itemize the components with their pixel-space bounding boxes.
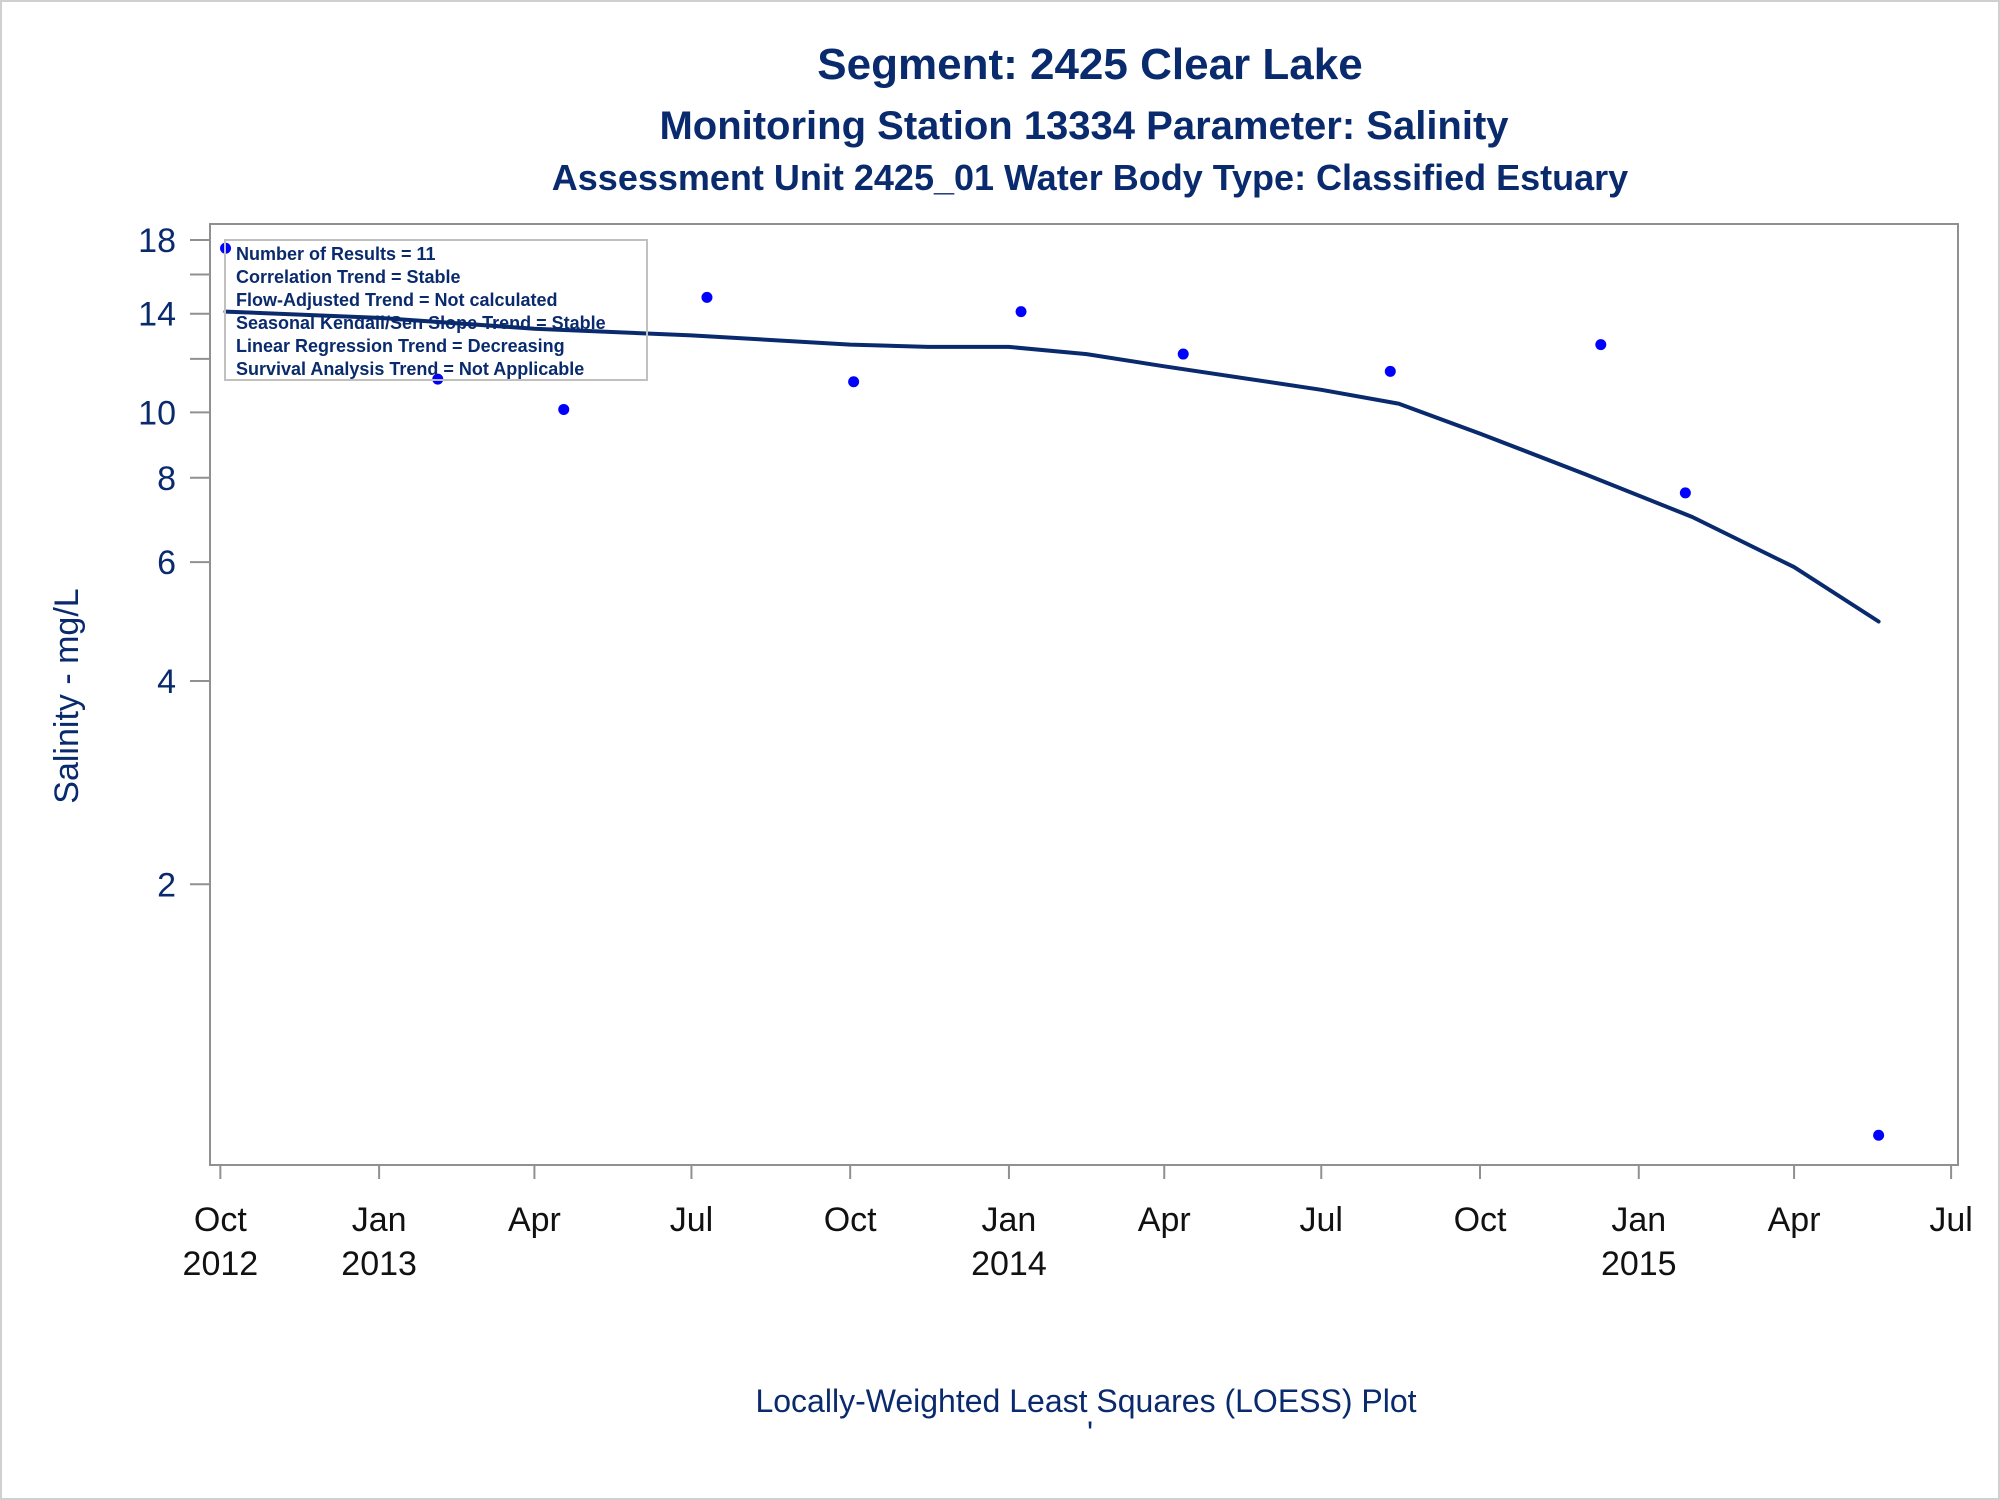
x-tick-year-label: 2015	[1601, 1245, 1677, 1283]
y-tick-label: 4	[157, 663, 176, 701]
x-axis: Oct 2012 Jan 2013 Apr Jul Oct Jan 2014 Apr Jul Oct J…	[183, 1165, 1973, 1283]
data-point	[1679, 487, 1691, 499]
x-tick-label: Jul	[670, 1201, 713, 1239]
y-tick-label: 14	[138, 296, 176, 334]
y-axis-label: Salinity - mg/L	[48, 588, 86, 803]
stats-box	[224, 239, 648, 381]
x-tick-label: Oct	[824, 1201, 877, 1239]
stats-line: Correlation Trend = Stable	[236, 267, 461, 287]
stats-line: Number of Results = 11	[236, 244, 436, 264]
data-point	[701, 291, 713, 303]
footer-mark: '	[1087, 1415, 1093, 1451]
x-tick-label: Apr	[508, 1201, 561, 1239]
chart-subtitle: Monitoring Station 13334 Parameter: Sali…	[659, 104, 1509, 148]
data-point	[1595, 339, 1607, 351]
x-tick-label: Jan	[352, 1201, 407, 1239]
chart-footer: Locally-Weighted Least Squares (LOESS) P…	[755, 1383, 1416, 1419]
y-tick-label: 8	[157, 460, 176, 498]
stats-line: Seasonal Kendall/Sen Slope Trend = Stabl…	[236, 313, 606, 333]
y-axis: 18 14 10 8 6 4 2	[138, 222, 210, 904]
x-tick-label: Jul	[1929, 1201, 1972, 1239]
chart-title: Segment: 2425 Clear Lake	[817, 40, 1362, 89]
x-tick-label: Oct	[1454, 1201, 1507, 1239]
x-tick-label: Jul	[1300, 1201, 1343, 1239]
chart-subtitle-2: Assessment Unit 2425_01 Water Body Type:…	[552, 157, 1628, 198]
loess-line	[223, 309, 1881, 624]
points-layer	[220, 242, 1885, 1141]
stats-line: Flow-Adjusted Trend = Not calculated	[236, 290, 558, 310]
data-point	[1015, 306, 1027, 318]
x-tick-year-label: 2013	[341, 1245, 417, 1283]
x-tick-label: Jan	[1611, 1201, 1666, 1239]
x-tick-label: Apr	[1138, 1201, 1191, 1239]
y-tick-label: 18	[138, 222, 176, 260]
x-tick-label: Apr	[1768, 1201, 1821, 1239]
y-tick-label: 2	[157, 866, 176, 904]
y-tick-label: 6	[157, 544, 176, 582]
x-tick-year-label: 2012	[183, 1245, 259, 1283]
stats-line: Linear Regression Trend = Decreasing	[236, 336, 565, 356]
stats-layer: Number of Results = 11 Correlation Trend …	[236, 244, 606, 379]
data-point	[848, 376, 860, 388]
data-point	[1873, 1129, 1885, 1141]
x-tick-label: Jan	[982, 1201, 1037, 1239]
x-tick-year-label: 2014	[971, 1245, 1047, 1283]
data-point	[1384, 365, 1396, 377]
data-point	[1177, 348, 1189, 360]
plot-area	[209, 223, 1959, 1166]
loess-layer	[223, 309, 1881, 624]
x-tick-label: Oct	[194, 1201, 247, 1239]
y-tick-label: 10	[138, 394, 176, 432]
data-point	[558, 403, 570, 415]
stats-line: Survival Analysis Trend = Not Applicable	[236, 359, 584, 379]
